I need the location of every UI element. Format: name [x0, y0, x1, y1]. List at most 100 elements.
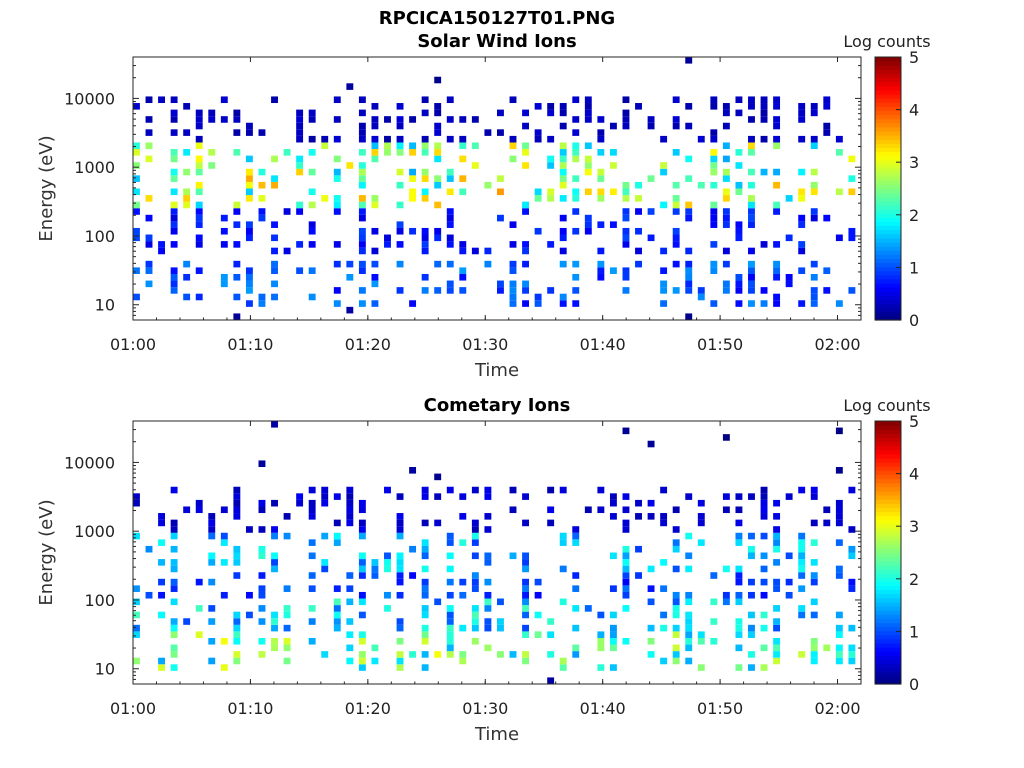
heatmap-cell [647, 499, 655, 507]
heatmap-cell [559, 227, 567, 235]
colorbar-swatch [875, 523, 901, 529]
heatmap-cell [158, 96, 165, 104]
heatmap-cell [572, 300, 580, 307]
heatmap-cell [685, 598, 693, 606]
heatmap-cell [158, 578, 165, 586]
heatmap-cell [672, 234, 680, 242]
heatmap-cell [685, 280, 693, 288]
colorbar-swatch [875, 126, 901, 132]
heatmap-cell [823, 214, 831, 222]
heatmap-cell [308, 293, 316, 301]
heatmap-cell [396, 142, 404, 150]
heatmap-cell [572, 526, 580, 533]
heatmap-cell [384, 142, 391, 150]
heatmap-cell [572, 532, 580, 540]
heatmap-cell [710, 181, 718, 189]
heatmap-cell [522, 241, 529, 248]
heatmap-cell [358, 519, 366, 527]
heatmap-cell [384, 552, 391, 560]
heatmap-cell [195, 267, 203, 274]
heatmap-cell [308, 109, 316, 117]
heatmap-cell [685, 260, 693, 268]
heatmap-cell [133, 631, 140, 638]
heatmap-cell [195, 116, 203, 123]
heatmap-cell [810, 181, 818, 189]
colorbar-swatch [875, 106, 901, 112]
heatmap-cell [584, 142, 592, 150]
heatmap-cell [434, 109, 442, 117]
heatmap-cell [421, 539, 429, 546]
heatmap-cell [220, 532, 228, 540]
heatmap-cell [760, 135, 768, 143]
heatmap-cell [798, 135, 806, 143]
heatmap-cell [509, 155, 517, 163]
heatmap-cell [722, 598, 730, 606]
heatmap-cell [810, 611, 818, 619]
heatmap-cell [710, 96, 718, 104]
heatmap-cell [308, 201, 316, 209]
heatmap-cell [672, 657, 680, 665]
heatmap-cell [685, 532, 693, 540]
colorbar-swatch [875, 457, 901, 463]
heatmap-cell [195, 241, 203, 248]
heatmap-cell [371, 135, 379, 143]
heatmap-cell [748, 611, 755, 619]
heatmap-cell [459, 287, 467, 294]
x-tick-label: 01:50 [697, 699, 743, 718]
heatmap-cell [396, 116, 404, 123]
heatmap-cell [271, 267, 278, 274]
colorbar-swatch [875, 466, 901, 471]
heatmap-cell [158, 519, 165, 527]
heatmap-cell [710, 168, 718, 176]
heatmap-cell [421, 273, 429, 281]
heatmap-cells [133, 421, 856, 684]
heatmap-cell [735, 227, 743, 235]
heatmap-cell [471, 116, 479, 123]
heatmap-cell [170, 287, 178, 294]
heatmap-cell [170, 109, 178, 117]
heatmap-cell [848, 188, 856, 196]
heatmap-cell [697, 664, 705, 671]
heatmap-cell [522, 208, 529, 215]
heatmap-cell [333, 168, 341, 176]
heatmap-cell [446, 611, 454, 619]
heatmap-cell [522, 605, 529, 612]
heatmap-cell [396, 519, 404, 527]
x-tick-label: 01:40 [580, 699, 626, 718]
heatmap-cell [396, 181, 404, 189]
heatmap-cell [685, 657, 693, 665]
heatmap-cell [195, 214, 203, 222]
heatmap-cell [346, 273, 354, 281]
heatmap-cell [798, 188, 806, 196]
heatmap-cell [584, 109, 592, 117]
heatmap-cell [622, 122, 630, 130]
x-tick-label: 01:30 [462, 699, 508, 718]
heatmap-cell [446, 116, 454, 123]
heatmap-cell [170, 565, 178, 573]
colorbar-swatch [875, 167, 901, 173]
heatmap-cell [798, 572, 806, 579]
heatmap-cell [133, 611, 140, 619]
heatmap-cell [233, 506, 241, 514]
colorbar-swatch [875, 421, 901, 426]
heatmap-cell [672, 122, 680, 130]
heatmap-cell [672, 149, 680, 156]
heatmap-cell [308, 499, 316, 507]
heatmap-cell [258, 181, 266, 189]
heatmap-cell [170, 227, 178, 235]
heatmap-cell [748, 552, 755, 560]
heatmap-cell [584, 103, 592, 110]
heatmap-cell [710, 572, 718, 579]
heatmap-cell [283, 637, 291, 645]
heatmap-cell [245, 168, 253, 176]
heatmap-cell [622, 116, 630, 123]
heatmap-cell [509, 651, 517, 658]
heatmap-cell [660, 585, 668, 592]
heatmap-cell [195, 181, 203, 189]
colorbar-swatch [875, 311, 901, 317]
heatmap-cell [358, 241, 366, 248]
heatmap-cell [810, 103, 818, 110]
heatmap-cell [183, 201, 191, 209]
heatmap-cell [384, 486, 391, 494]
